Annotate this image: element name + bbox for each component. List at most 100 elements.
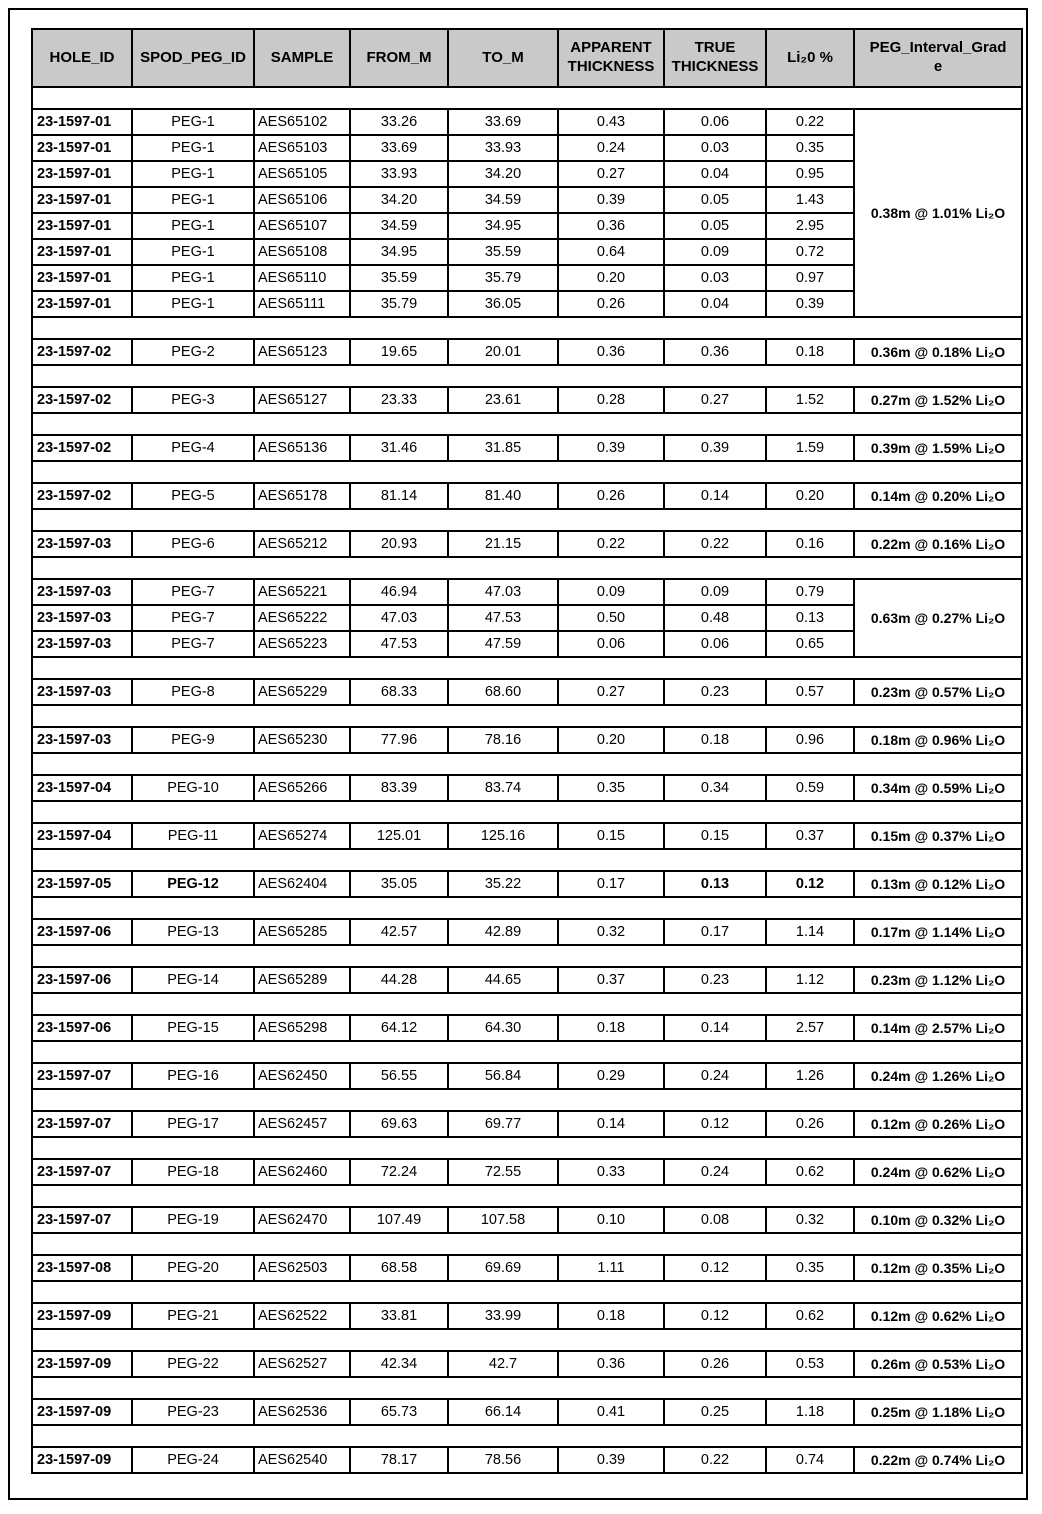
cell-spod-peg-id: PEG-2 [131,338,255,366]
cell-apparent-thickness: 0.64 [557,238,665,266]
cell-apparent-thickness: 0.43 [557,108,665,136]
header-row: HOLE_ID SPOD_PEG_ID SAMPLE FROM_M TO_M A… [31,28,1023,88]
spacer-cell [32,461,1022,483]
table-row: 23-1597-01 PEG-1 AES65108 34.95 35.59 0.64 0.0… [31,238,1022,266]
cell-peg-interval-grade: 0.13m @ 0.12% Li₂O [853,870,1023,898]
spacer-cell [32,1233,1022,1255]
cell-spod-peg-id: PEG-1 [131,160,255,188]
cell-hole-id: 23-1597-09 [31,1398,133,1426]
cell-li2o-pct: 1.43 [765,186,855,214]
spacer-row [32,945,1022,967]
cell-to-m: 34.59 [447,186,559,214]
cell-to-m: 42.89 [447,918,559,946]
cell-true-thickness: 0.12 [663,1110,767,1138]
cell-sample: AES65221 [253,578,351,606]
cell-from-m: 47.53 [349,630,449,658]
column-header-sample: SAMPLE [253,28,351,88]
table-row: 23-1597-01 PEG-1 AES65110 35.59 35.79 0.20 0.0… [31,264,1022,292]
cell-true-thickness: 0.26 [663,1350,767,1378]
cell-to-m: 125.16 [447,822,559,850]
cell-li2o-pct: 0.95 [765,160,855,188]
cell-true-thickness: 0.15 [663,822,767,850]
table-row: 23-1597-07 PEG-18 AES62460 72.24 72.55 0.33 0.… [31,1158,1023,1186]
cell-li2o-pct: 2.57 [765,1014,855,1042]
table-row: 23-1597-01 PEG-1 AES65111 35.79 36.05 0.26 0.0… [31,290,1022,318]
cell-apparent-thickness: 0.26 [557,482,665,510]
cell-spod-peg-id: PEG-15 [131,1014,255,1042]
cell-sample: AES62540 [253,1446,351,1474]
table-row: 23-1597-03 PEG-7 AES65222 47.03 47.53 0.50 0.4… [31,604,1022,632]
cell-hole-id: 23-1597-09 [31,1446,133,1474]
cell-true-thickness: 0.05 [663,212,767,240]
cell-true-thickness: 0.22 [663,530,767,558]
cell-from-m: 19.65 [349,338,449,366]
cell-li2o-pct: 0.32 [765,1206,855,1234]
cell-from-m: 35.59 [349,264,449,292]
cell-spod-peg-id: PEG-19 [131,1206,255,1234]
cell-sample: AES65123 [253,338,351,366]
table-row: 23-1597-03 PEG-8 AES65229 68.33 68.60 0.27 0.2… [31,678,1023,706]
column-header-from-m: FROM_M [349,28,449,88]
cell-true-thickness: 0.39 [663,434,767,462]
spacer-row [32,1185,1022,1207]
cell-apparent-thickness: 0.09 [557,578,665,606]
cell-true-thickness: 0.04 [663,160,767,188]
cell-spod-peg-id: PEG-9 [131,726,255,754]
table-row: 23-1597-01 PEG-1 AES65106 34.20 34.59 0.39 0.0… [31,186,1022,214]
cell-li2o-pct: 0.18 [765,338,855,366]
cell-li2o-pct: 0.96 [765,726,855,754]
cell-to-m: 33.93 [447,134,559,162]
cell-from-m: 35.79 [349,290,449,318]
cell-from-m: 78.17 [349,1446,449,1474]
column-header-apparent-thickness: APPARENT THICKNESS [557,28,665,88]
cell-to-m: 78.56 [447,1446,559,1474]
cell-apparent-thickness: 0.22 [557,530,665,558]
cell-apparent-thickness: 0.35 [557,774,665,802]
cell-apparent-thickness: 0.27 [557,160,665,188]
spacer-row [32,849,1022,871]
spacer-cell [32,1185,1022,1207]
spacer-row [32,365,1022,387]
cell-to-m: 68.60 [447,678,559,706]
cell-peg-interval-grade: 0.63m @ 0.27% Li₂O [853,578,1023,658]
table-row: 23-1597-07 PEG-17 AES62457 69.63 69.77 0.14 0.… [31,1110,1023,1138]
spacer-cell [32,1377,1022,1399]
spacer-cell [32,317,1022,339]
cell-spod-peg-id: PEG-1 [131,264,255,292]
cell-sample: AES65110 [253,264,351,292]
cell-li2o-pct: 0.37 [765,822,855,850]
cell-hole-id: 23-1597-09 [31,1302,133,1330]
table-row: 23-1597-02 PEG-5 AES65178 81.14 81.40 0.26 0.1… [31,482,1023,510]
cell-hole-id: 23-1597-03 [31,630,133,658]
cell-to-m: 47.53 [447,604,559,632]
cell-hole-id: 23-1597-03 [31,578,133,606]
column-header-li2o-pct: Li₂0 % [765,28,855,88]
cell-apparent-thickness: 0.50 [557,604,665,632]
cell-hole-id: 23-1597-06 [31,966,133,994]
cell-spod-peg-id: PEG-24 [131,1446,255,1474]
cell-sample: AES65107 [253,212,351,240]
cell-li2o-pct: 0.35 [765,1254,855,1282]
cell-apparent-thickness: 0.20 [557,726,665,754]
cell-hole-id: 23-1597-01 [31,290,133,318]
cell-spod-peg-id: PEG-10 [131,774,255,802]
cell-hole-id: 23-1597-03 [31,678,133,706]
cell-sample: AES65285 [253,918,351,946]
cell-li2o-pct: 0.22 [765,108,855,136]
cell-from-m: 125.01 [349,822,449,850]
cell-spod-peg-id: PEG-13 [131,918,255,946]
table-row: 23-1597-02 PEG-4 AES65136 31.46 31.85 0.39 0.3… [31,434,1023,462]
cell-true-thickness: 0.03 [663,264,767,292]
cell-peg-interval-grade: 0.36m @ 0.18% Li₂O [853,338,1023,366]
cell-li2o-pct: 0.72 [765,238,855,266]
spacer-row [32,1233,1022,1255]
column-header-peg-interval-grade: PEG_Interval_Grade [853,28,1023,88]
cell-spod-peg-id: PEG-20 [131,1254,255,1282]
spacer-cell [32,1329,1022,1351]
cell-from-m: 64.12 [349,1014,449,1042]
cell-hole-id: 23-1597-07 [31,1062,133,1090]
cell-to-m: 34.20 [447,160,559,188]
cell-from-m: 33.26 [349,108,449,136]
cell-from-m: 34.20 [349,186,449,214]
cell-sample: AES65127 [253,386,351,414]
